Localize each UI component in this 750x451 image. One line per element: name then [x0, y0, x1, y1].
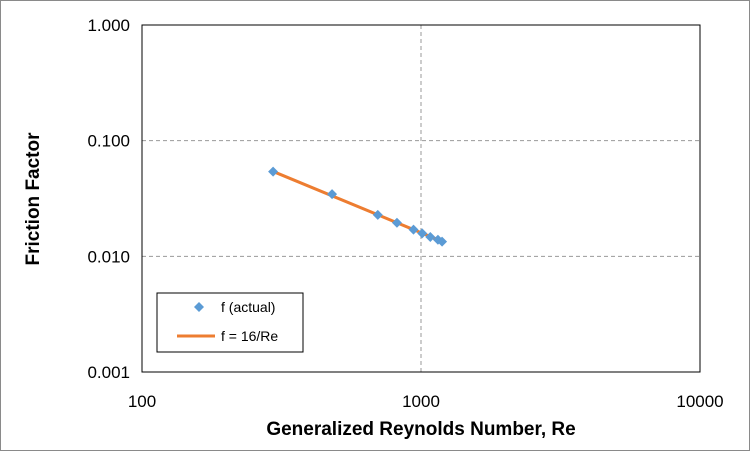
x-axis-title: Generalized Reynolds Number, Re [266, 419, 575, 440]
data-point-marker [327, 189, 338, 200]
data-point-marker [417, 228, 428, 239]
x-tick-label: 1000 [402, 392, 440, 411]
plot-area-border [141, 24, 701, 373]
y-tick-label: 0.001 [87, 363, 130, 382]
legend-box [156, 292, 304, 353]
data-point-marker [391, 217, 402, 228]
x-tick-label: 100 [128, 392, 156, 411]
data-point-marker [372, 209, 383, 220]
data-point-marker [268, 166, 279, 177]
data-point-marker [408, 224, 419, 235]
data-point-marker [425, 231, 436, 242]
legend-label-fit: f = 16/Re [221, 328, 278, 344]
legend-label-actual: f (actual) [221, 299, 275, 315]
x-tick-label: 10000 [676, 392, 723, 411]
legend-marker-actual [194, 302, 204, 312]
y-tick-label: 1.000 [87, 16, 130, 35]
data-point-marker [437, 236, 448, 247]
y-tick-label: 0.010 [87, 247, 130, 266]
y-axis-title: Friction Factor [23, 132, 44, 266]
legend: f (actual) f = 16/Re [156, 292, 304, 353]
y-tick-label: 0.100 [87, 132, 130, 151]
